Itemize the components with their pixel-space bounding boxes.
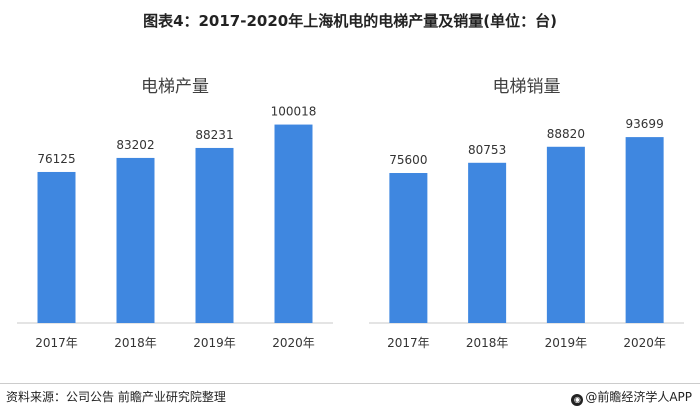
bar xyxy=(274,124,313,323)
data-label: 76125 xyxy=(37,152,75,166)
x-tick-label: 2017年 xyxy=(35,336,78,350)
brand-text: @前瞻经济学人APP xyxy=(585,390,692,404)
brand-credit: ◉ @前瞻经济学人APP xyxy=(571,388,692,406)
chart-subtitle: 电梯销量 xyxy=(493,77,561,97)
bar xyxy=(625,137,664,323)
x-tick-label: 2019年 xyxy=(193,336,236,350)
chart-panel-1: 电梯产量 76125 2017年 83202 2018年 88231 2019年 100018… xyxy=(17,77,333,350)
footer: 资料来源：公司公告 前瞻产业研究院整理 ◉ @前瞻经济学人APP xyxy=(0,383,700,415)
bar xyxy=(546,146,585,323)
bar xyxy=(468,162,507,323)
x-tick-label: 2018年 xyxy=(466,336,509,350)
x-tick-label: 2020年 xyxy=(272,336,315,350)
data-label: 93699 xyxy=(626,117,664,131)
data-label: 80753 xyxy=(468,143,506,157)
chart-subtitle: 电梯产量 xyxy=(141,77,209,97)
bar xyxy=(195,147,234,323)
data-label: 88820 xyxy=(547,127,585,141)
bar xyxy=(37,171,76,323)
data-label: 88231 xyxy=(195,128,233,142)
data-label: 100018 xyxy=(271,105,317,119)
data-label: 83202 xyxy=(116,138,154,152)
chart-panel-2: 电梯销量 75600 2017年 80753 2018年 88820 2019年 93699 2… xyxy=(369,77,684,350)
bar xyxy=(389,173,428,323)
data-label: 75600 xyxy=(389,153,427,167)
qianzhan-logo-icon: ◉ xyxy=(571,394,584,406)
x-tick-label: 2018年 xyxy=(114,336,157,350)
x-tick-label: 2019年 xyxy=(545,336,588,350)
bar xyxy=(116,157,155,323)
chart-title: 图表4：2017-2020年上海机电的电梯产量及销量(单位：台) xyxy=(143,12,557,30)
x-tick-label: 2017年 xyxy=(387,336,430,350)
source-note: 资料来源：公司公告 前瞻产业研究院整理 xyxy=(6,390,226,404)
x-tick-label: 2020年 xyxy=(623,336,666,350)
